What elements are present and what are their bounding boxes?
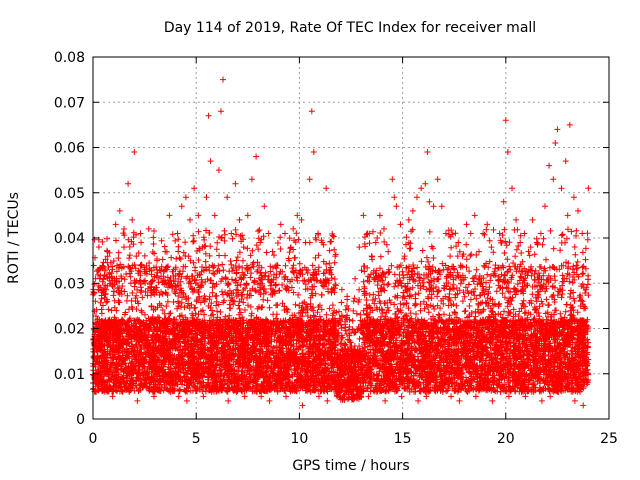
y-tick-label: 0.05: [54, 186, 85, 202]
y-tick-label: 0.01: [54, 367, 85, 383]
x-axis-ticks: 0 5 10 15 20 25: [89, 57, 618, 447]
x-axis-label: GPS time / hours: [292, 458, 409, 474]
x-tick-label: 0: [89, 431, 98, 447]
y-tick-label: 0.08: [54, 50, 85, 66]
y-tick-label: 0.07: [54, 95, 85, 111]
x-tick-label: 10: [290, 431, 308, 447]
x-tick-label: 20: [497, 431, 515, 447]
x-tick-label: 15: [394, 431, 412, 447]
y-tick-label: 0: [76, 412, 85, 428]
y-tick-label: 0.02: [54, 322, 85, 338]
y-axis-ticks: 0 0.01 0.02 0.03 0.04 0.05 0.06 0.07 0.08: [54, 50, 609, 428]
y-axis-label: ROTI / TECUs: [6, 192, 22, 284]
y-tick-label: 0.03: [54, 276, 85, 292]
x-tick-label: 5: [192, 431, 201, 447]
data-points: [90, 76, 592, 409]
roti-point-markers: [90, 76, 592, 409]
x-tick-label: 25: [600, 431, 618, 447]
y-tick-label: 0.04: [54, 231, 85, 247]
chart-title: Day 114 of 2019, Rate Of TEC Index for r…: [164, 20, 536, 36]
y-tick-label: 0.06: [54, 141, 85, 157]
